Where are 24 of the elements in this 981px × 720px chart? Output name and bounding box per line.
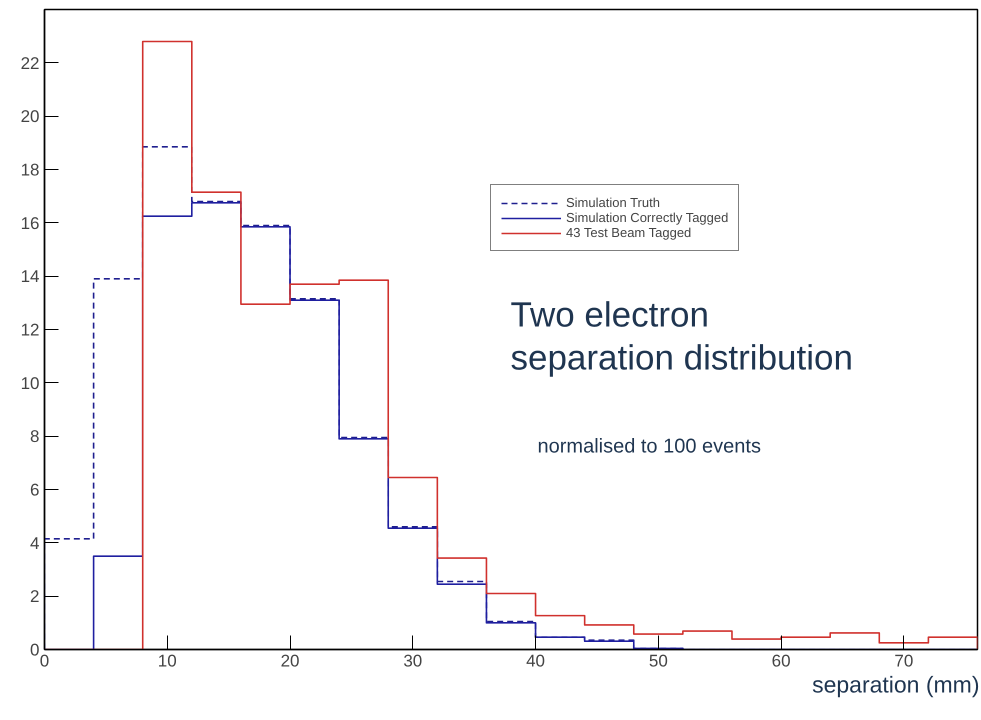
y-tick-label: 18	[20, 160, 40, 180]
y-tick-label: 2	[30, 587, 40, 606]
x-axis-title: separation (mm)	[812, 672, 980, 698]
y-tick-label: 8	[30, 427, 40, 446]
x-tick-label: 50	[648, 652, 668, 670]
y-tick-label: 14	[20, 267, 40, 286]
y-tick-label: 16	[20, 214, 40, 233]
x-tick-label: 70	[894, 652, 914, 670]
x-tick-label: 60	[772, 652, 791, 670]
x-tick-label: 20	[280, 652, 300, 670]
y-tick-label: 4	[30, 534, 40, 553]
x-tick-label: 30	[403, 652, 422, 670]
text: Two electron separation distribution	[510, 296, 853, 378]
legend-label: Simulation Correctly Tagged	[566, 210, 728, 225]
y-tick-label: 22	[20, 54, 40, 73]
y-tick-label: 6	[30, 480, 40, 500]
y-tick-label: 12	[20, 320, 40, 340]
legend-label: Simulation Truth	[566, 195, 660, 210]
text: normalised to 100 events	[538, 436, 761, 458]
y-tick-label: 20	[20, 107, 40, 126]
x-tick-label: 40	[526, 652, 546, 670]
x-tick-label: 10	[158, 652, 177, 670]
y-tick-label: 10	[20, 374, 40, 393]
legend-label: 43 Test Beam Tagged	[566, 225, 692, 240]
